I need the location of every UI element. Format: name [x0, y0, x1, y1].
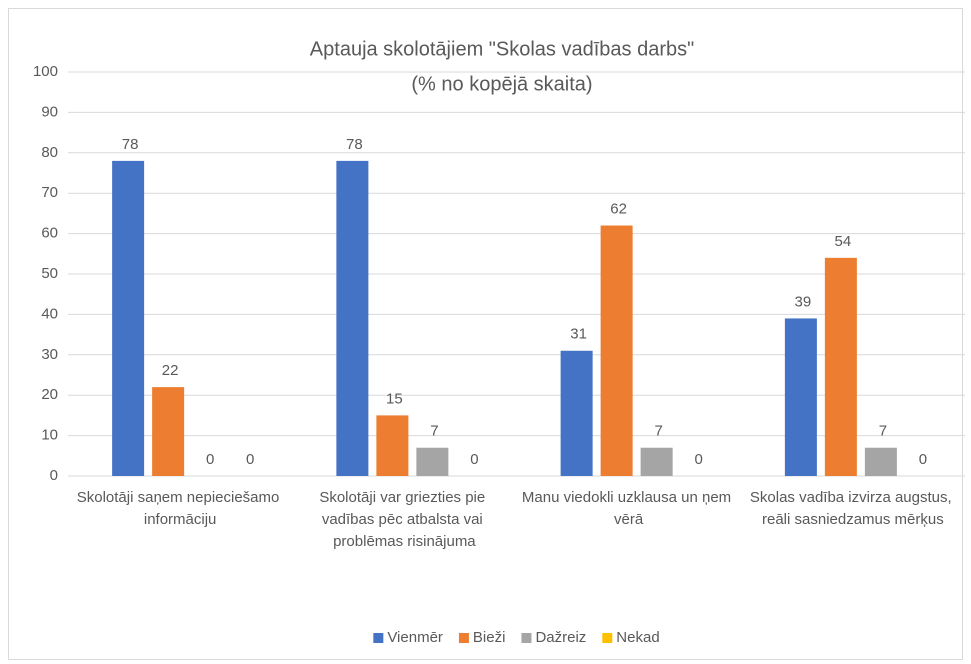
legend-label: Nekad: [616, 629, 659, 646]
data-label: 0: [246, 451, 254, 468]
data-label: 0: [206, 451, 214, 468]
data-label: 7: [654, 423, 662, 440]
data-label: 39: [795, 293, 812, 310]
data-label: 0: [470, 451, 478, 468]
legend-swatch: [458, 633, 469, 643]
data-label: 31: [570, 326, 587, 343]
chart-frame: [8, 8, 963, 660]
y-tick-label: 50: [41, 265, 58, 282]
y-tick-label: 20: [41, 386, 58, 403]
bar: [560, 350, 593, 476]
x-tick-label: Skolotāji saņem nepieciešamo informāciju: [77, 489, 284, 528]
chart-subtitle: (% no kopējā skaita): [411, 73, 592, 95]
y-tick-label: 30: [41, 346, 58, 363]
x-tick-label: Manu viedokli uzklausa un ņem vērā: [522, 489, 735, 528]
y-tick-label: 0: [50, 467, 58, 484]
data-label: 7: [879, 423, 887, 440]
y-tick-label: 60: [41, 225, 58, 242]
y-tick-label: 10: [41, 427, 58, 444]
bar: [112, 160, 145, 476]
y-tick-label: 80: [41, 144, 58, 161]
y-tick-label: 100: [33, 63, 58, 80]
data-label: 15: [386, 390, 403, 407]
data-label: 0: [694, 451, 702, 468]
legend-label: Dažreiz: [535, 629, 586, 646]
data-label: 22: [162, 362, 179, 379]
data-label: 0: [919, 451, 927, 468]
y-tick-label: 90: [41, 103, 58, 120]
bar: [376, 415, 409, 476]
bar: [416, 447, 449, 476]
bar: [152, 387, 185, 476]
legend-swatch: [521, 633, 532, 643]
chart-title: Aptauja skolotājiem "Skolas vadības darb…: [310, 38, 694, 60]
bar: [640, 447, 673, 476]
x-tick-label: Skolotāji var griezties pie vadības pēc …: [319, 489, 489, 550]
x-tick-label: Skolas vadība izvirza augstus, reāli sas…: [750, 489, 956, 528]
bar: [784, 318, 817, 476]
data-label: 7: [430, 423, 438, 440]
data-label: 54: [835, 233, 852, 250]
legend-label: Bieži: [473, 629, 506, 646]
data-label: 78: [346, 136, 363, 153]
y-tick-label: 70: [41, 184, 58, 201]
legend-swatch: [373, 633, 384, 643]
bar: [336, 160, 369, 476]
bar: [600, 225, 633, 476]
data-label: 62: [610, 200, 627, 217]
legend-swatch: [602, 633, 613, 643]
bar: [864, 447, 897, 476]
data-label: 78: [122, 136, 139, 153]
bar: [824, 257, 857, 476]
y-tick-label: 40: [41, 305, 58, 322]
legend-label: Vienmēr: [387, 629, 443, 646]
